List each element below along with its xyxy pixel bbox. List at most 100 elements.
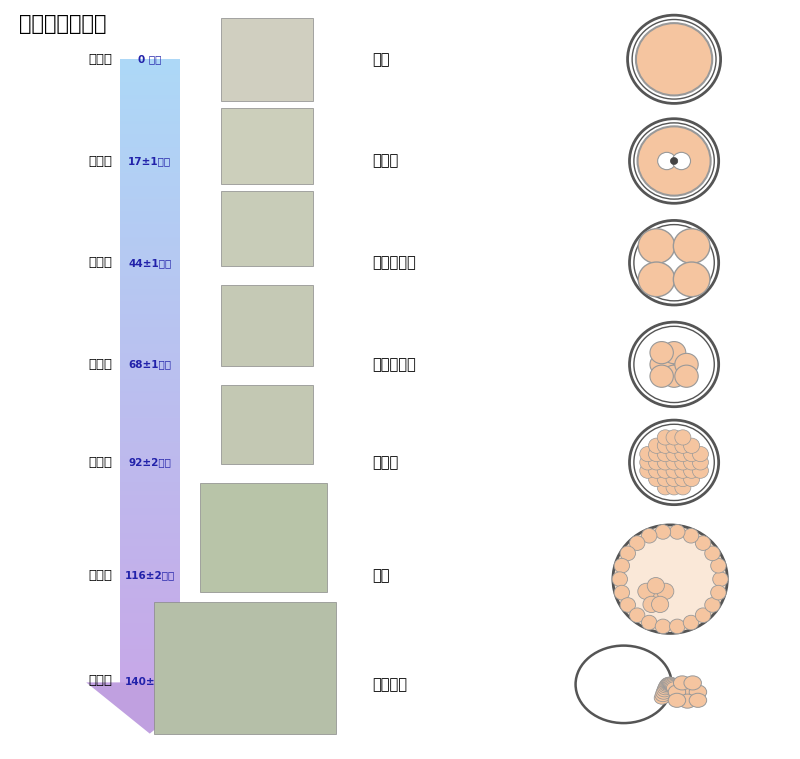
Text: 第０天: 第０天 <box>88 53 112 66</box>
Ellipse shape <box>647 587 664 603</box>
FancyBboxPatch shape <box>200 483 327 592</box>
Ellipse shape <box>662 354 686 376</box>
Ellipse shape <box>675 438 691 453</box>
FancyBboxPatch shape <box>222 385 313 464</box>
Ellipse shape <box>642 528 657 543</box>
Ellipse shape <box>642 616 657 630</box>
Ellipse shape <box>640 463 656 478</box>
Ellipse shape <box>689 693 706 707</box>
Ellipse shape <box>705 597 720 613</box>
Text: 受精卵: 受精卵 <box>372 153 398 168</box>
Ellipse shape <box>649 471 665 487</box>
Ellipse shape <box>659 679 675 691</box>
Ellipse shape <box>634 424 714 500</box>
Ellipse shape <box>643 597 660 613</box>
Ellipse shape <box>661 677 677 690</box>
Ellipse shape <box>636 23 712 96</box>
Ellipse shape <box>695 608 710 622</box>
FancyBboxPatch shape <box>222 109 313 184</box>
Ellipse shape <box>614 559 630 573</box>
Ellipse shape <box>675 463 691 478</box>
Ellipse shape <box>660 678 676 691</box>
Ellipse shape <box>658 438 674 453</box>
Ellipse shape <box>614 585 630 600</box>
Ellipse shape <box>692 446 709 461</box>
Ellipse shape <box>632 20 716 99</box>
Ellipse shape <box>630 220 718 305</box>
Ellipse shape <box>683 616 698 630</box>
Text: 孵化囊胚: 孵化囊胚 <box>372 677 407 692</box>
Text: 92±2小時: 92±2小時 <box>128 458 171 468</box>
Text: 第一天: 第一天 <box>88 155 112 168</box>
Ellipse shape <box>675 471 691 487</box>
Ellipse shape <box>630 322 718 407</box>
Ellipse shape <box>658 430 674 445</box>
Circle shape <box>670 158 678 165</box>
Ellipse shape <box>649 455 665 470</box>
Ellipse shape <box>638 262 675 297</box>
Text: 卵子: 卵子 <box>372 52 390 67</box>
Ellipse shape <box>647 578 664 594</box>
Ellipse shape <box>683 471 700 487</box>
Ellipse shape <box>627 15 721 103</box>
Ellipse shape <box>662 342 686 364</box>
Ellipse shape <box>634 123 714 199</box>
Ellipse shape <box>692 455 709 470</box>
Ellipse shape <box>675 354 698 376</box>
Ellipse shape <box>612 572 627 587</box>
Ellipse shape <box>658 455 674 470</box>
Text: 116±2小時: 116±2小時 <box>125 571 175 581</box>
Ellipse shape <box>649 438 665 453</box>
Ellipse shape <box>666 438 682 453</box>
Ellipse shape <box>666 682 682 694</box>
Ellipse shape <box>613 525 727 634</box>
Ellipse shape <box>666 471 682 487</box>
Text: 胚胎發育時間線: 胚胎發育時間線 <box>18 14 106 34</box>
Ellipse shape <box>675 446 691 461</box>
Ellipse shape <box>713 572 728 587</box>
Ellipse shape <box>638 228 675 263</box>
Text: 0 小時: 0 小時 <box>138 55 162 65</box>
Ellipse shape <box>630 118 718 203</box>
Ellipse shape <box>656 687 671 699</box>
Ellipse shape <box>650 354 674 376</box>
Ellipse shape <box>666 455 682 470</box>
Circle shape <box>658 153 676 170</box>
Text: 桑葚胚: 桑葚胚 <box>372 455 398 470</box>
Ellipse shape <box>658 682 674 694</box>
Ellipse shape <box>649 446 665 461</box>
Ellipse shape <box>666 463 682 478</box>
Ellipse shape <box>655 619 670 634</box>
Ellipse shape <box>684 676 702 690</box>
Text: 第二天: 第二天 <box>88 257 112 269</box>
Text: 囊胚: 囊胚 <box>372 568 390 583</box>
Ellipse shape <box>668 685 686 699</box>
Ellipse shape <box>683 446 700 461</box>
Ellipse shape <box>620 546 635 561</box>
Text: 第六天: 第六天 <box>88 675 112 688</box>
Ellipse shape <box>638 126 710 196</box>
Text: 17±1小時: 17±1小時 <box>128 156 171 166</box>
Ellipse shape <box>665 679 681 691</box>
Polygon shape <box>86 682 214 734</box>
FancyBboxPatch shape <box>222 285 313 366</box>
Ellipse shape <box>675 430 691 445</box>
Ellipse shape <box>668 693 686 707</box>
Ellipse shape <box>630 420 718 505</box>
Ellipse shape <box>655 524 670 539</box>
Ellipse shape <box>650 342 674 364</box>
Ellipse shape <box>657 583 674 600</box>
Ellipse shape <box>675 365 698 387</box>
Text: 第四天: 第四天 <box>88 456 112 469</box>
Ellipse shape <box>640 446 656 461</box>
Ellipse shape <box>634 326 714 402</box>
Ellipse shape <box>640 455 656 470</box>
Ellipse shape <box>655 689 670 701</box>
Ellipse shape <box>662 677 678 690</box>
Ellipse shape <box>683 455 700 470</box>
Text: 四細胞胚胎: 四細胞胚胎 <box>372 255 416 270</box>
Ellipse shape <box>710 559 726 573</box>
Ellipse shape <box>658 446 674 461</box>
Ellipse shape <box>654 691 670 704</box>
Ellipse shape <box>710 585 726 600</box>
